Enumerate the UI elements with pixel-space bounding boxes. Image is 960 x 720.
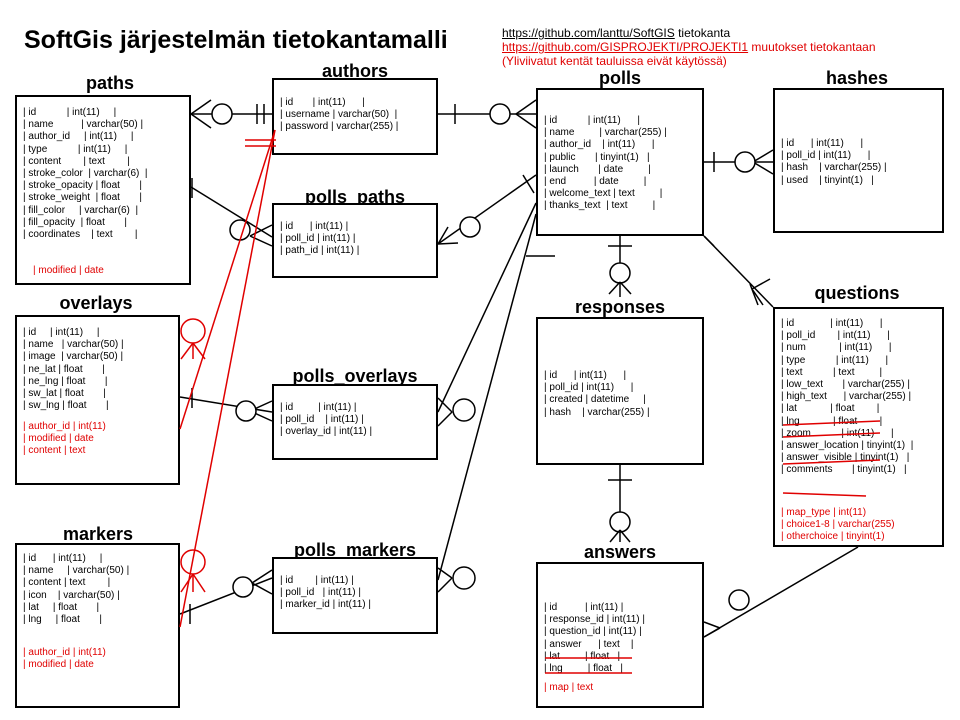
fields-polls: | id | int(11) | | name | varchar(255) |… <box>544 115 667 212</box>
table-name-hashes: hashes <box>825 68 889 88</box>
softgis-repo-link[interactable]: https://github.com/lanttu/SoftGIS <box>502 26 675 40</box>
table-name-responses: responses <box>574 297 666 317</box>
diagram-title: SoftGis järjestelmän tietokantamalli <box>24 26 448 54</box>
rel-markers-polls-markers <box>179 569 273 624</box>
table-name-polls-markers: polls_markers <box>293 540 417 560</box>
table-questions: | id | int(11) | | poll_id | int(11) | |… <box>773 307 944 547</box>
rel-polls-paths-polls <box>437 174 537 245</box>
fields-paths: | id | int(11) | | name | varchar(50) | … <box>23 107 148 241</box>
references: https://github.com/lanttu/SoftGIS tietok… <box>502 26 876 68</box>
fields-markers: | id | int(11) | | name | varchar(50) | … <box>23 553 130 626</box>
ref-2-text: muutokset tietokantaan <box>748 40 876 54</box>
table-name-questions: questions <box>814 283 900 303</box>
changes-questions: | map_type | int(11) | choice1-8 | varch… <box>781 507 895 543</box>
rel-paths-authors <box>190 99 272 129</box>
rel-polls-questions <box>703 235 774 308</box>
changes-markers: | author_id | int(11) | modified | date <box>23 647 106 671</box>
rel-polls-hashes <box>704 149 774 175</box>
rel-overlays-polls-overlays <box>179 388 273 422</box>
rel-polls-markers-polls <box>437 213 537 593</box>
table-polls-markers: | id | int(11) | | poll_id | int(11) | |… <box>272 557 438 634</box>
table-name-polls-paths: polls_paths <box>304 187 406 207</box>
projekti1-repo-link[interactable]: https://github.com/GISPROJEKTI/PROJEKTI1 <box>502 40 749 54</box>
table-polls-overlays: | id | int(11) | | poll_id | int(11) | |… <box>272 384 438 460</box>
fields-responses: | id | int(11) | | poll_id | int(11) | |… <box>544 370 650 418</box>
strikethrough-note: (Yliviivatut kentät tauluissa eivät käyt… <box>502 54 727 68</box>
fields-polls-overlays: | id | int(11) | | poll_id | int(11) | |… <box>280 402 373 438</box>
table-name-markers: markers <box>62 524 134 544</box>
fields-polls-markers: | id | int(11) | | poll_id | int(11) | |… <box>280 575 371 611</box>
rel-answers-questions <box>703 546 859 638</box>
ref-1-text: tietokanta <box>674 26 731 40</box>
fields-hashes: | id | int(11) | | poll_id | int(11) | |… <box>781 138 887 186</box>
fields-answers: | id | int(11) | | response_id | int(11)… <box>544 602 645 675</box>
table-name-overlays: overlays <box>59 293 133 313</box>
fields-questions: | id | int(11) | | poll_id | int(11) | |… <box>781 318 914 476</box>
changes-paths: | modified | date <box>33 265 104 276</box>
table-name-polls: polls <box>598 68 642 88</box>
changes-overlays: | author_id | int(11) | modified | date … <box>23 421 106 457</box>
rel-paths-polls-paths <box>190 178 273 247</box>
table-name-answers: answers <box>583 542 657 562</box>
table-paths: | id | int(11) | | name | varchar(50) | … <box>15 95 191 285</box>
table-overlays: | id | int(11) | | name | varchar(50) | … <box>15 315 180 485</box>
table-name-polls-overlays: polls_overlays <box>292 366 418 386</box>
changes-answers: | map | text <box>544 682 594 693</box>
table-markers: | id | int(11) | | name | varchar(50) | … <box>15 543 180 708</box>
table-hashes: | id | int(11) | | poll_id | int(11) | |… <box>773 88 944 233</box>
table-answers: | id | int(11) | | response_id | int(11)… <box>536 562 704 708</box>
table-polls-paths: | id | int(11) | | poll_id | int(11) | |… <box>272 203 438 278</box>
rel-polls-responses <box>608 236 632 297</box>
table-polls: | id | int(11) | | name | varchar(255) |… <box>536 88 704 236</box>
table-responses: | id | int(11) | | poll_id | int(11) | |… <box>536 317 704 465</box>
table-name-paths: paths <box>85 73 135 93</box>
rel-responses-answers <box>608 465 632 543</box>
table-authors: | id | int(11) | | username | varchar(50… <box>272 78 438 155</box>
table-name-authors: authors <box>321 61 389 81</box>
rel-authors-polls <box>438 99 537 129</box>
fields-polls-paths: | id | int(11) | | poll_id | int(11) | |… <box>280 221 360 257</box>
fields-authors: | id | int(11) | | username | varchar(50… <box>280 97 399 133</box>
fields-overlays: | id | int(11) | | name | varchar(50) | … <box>23 327 124 412</box>
